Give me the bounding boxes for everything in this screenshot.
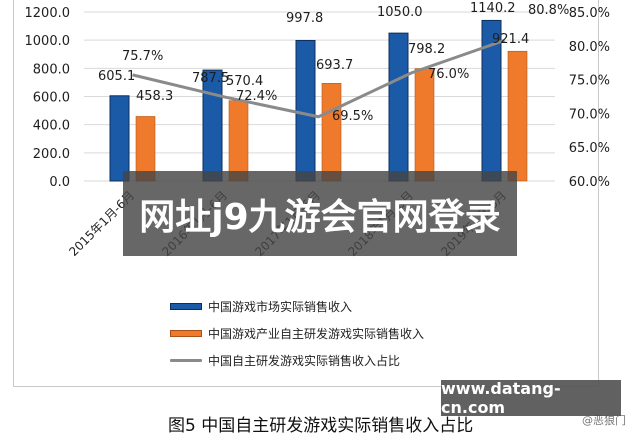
ratio-label: 80.8% [528,3,569,18]
figure-caption: 图5 中国自主研发游戏实际销售收入占比 [168,416,474,436]
market-revenue-label: 1140.2 [470,1,516,16]
right-tick-label: 85.0% [569,6,610,21]
market-revenue-bar [295,39,316,182]
left-axis-ticks: 0.0 200.0 400.0 600.0 800.0 1000.0 1200.0 [25,6,71,190]
ratio-label: 69.5% [332,109,373,124]
blue-bar-swatch-icon [170,303,202,310]
market-revenue-label: 1050.0 [377,5,423,20]
market-revenue-label: 787.5 [192,71,229,86]
domestic-revenue-bar [414,68,435,182]
ratio-label: 75.7% [122,49,163,64]
legend-label: 中国游戏市场实际销售收入 [208,300,353,314]
legend-item-market-revenue: 中国游戏市场实际销售收入 [170,293,500,320]
domestic-revenue-label: 570.4 [226,74,263,89]
ratio-line [132,38,505,119]
market-revenue-label: 605.1 [98,69,135,84]
data-labels: 605.1 787.5 997.8 1050.0 1140.2 458.3 570.4 693… [98,1,569,124]
domestic-revenue-label: 798.2 [408,42,445,57]
legend-item-ratio: 中国自主研发游戏实际销售收入占比 [170,347,500,374]
legend-label: 中国游戏产业自主研发游戏实际销售收入 [208,327,425,341]
domestic-revenue-bar [321,83,342,182]
domestic-revenue-label: 458.3 [136,89,173,104]
left-tick-label: 1000.0 [25,34,71,49]
right-tick-label: 70.0% [569,107,610,122]
legend-label: 中国自主研发游戏实际销售收入占比 [208,354,401,368]
ratio-polyline [132,38,505,119]
watermark-overlay: 网址j9九游会官网登录 [123,171,517,256]
left-tick-label: 800.0 [33,62,70,77]
right-tick-label: 60.0% [569,175,610,190]
orange-bar-swatch-icon [170,330,202,337]
legend-item-domestic-revenue: 中国游戏产业自主研发游戏实际销售收入 [170,320,500,347]
gray-line-swatch-icon [170,359,202,362]
ratio-label: 76.0% [428,67,469,82]
bars [109,19,528,182]
market-revenue-bar [388,32,409,182]
legend: 中国游戏市场实际销售收入 中国游戏产业自主研发游戏实际销售收入 中国自主研发游戏… [170,293,500,374]
left-tick-label: 1200.0 [25,6,71,21]
domestic-revenue-label: 921.4 [492,32,529,47]
left-tick-label: 0.0 [49,175,70,190]
left-tick-label: 600.0 [33,91,70,106]
url-watermark: www.datang-cn.com [441,379,621,417]
right-tick-label: 75.0% [569,74,610,89]
ratio-label: 72.4% [236,89,277,104]
domestic-revenue-label: 693.7 [316,58,353,73]
domestic-revenue-bar [507,50,528,182]
right-tick-label: 80.0% [569,40,610,55]
market-revenue-bar [202,69,223,182]
market-revenue-label: 997.8 [286,11,323,26]
market-revenue-bar [109,95,130,182]
domestic-revenue-bar [228,100,249,182]
right-tick-label: 65.0% [569,141,610,156]
credit-text: @恶狼门 [582,414,626,427]
left-tick-label: 200.0 [33,147,70,162]
left-tick-label: 400.0 [33,119,70,134]
right-axis-ticks: 60.0% 65.0% 70.0% 75.0% 80.0% 85.0% [569,6,610,190]
